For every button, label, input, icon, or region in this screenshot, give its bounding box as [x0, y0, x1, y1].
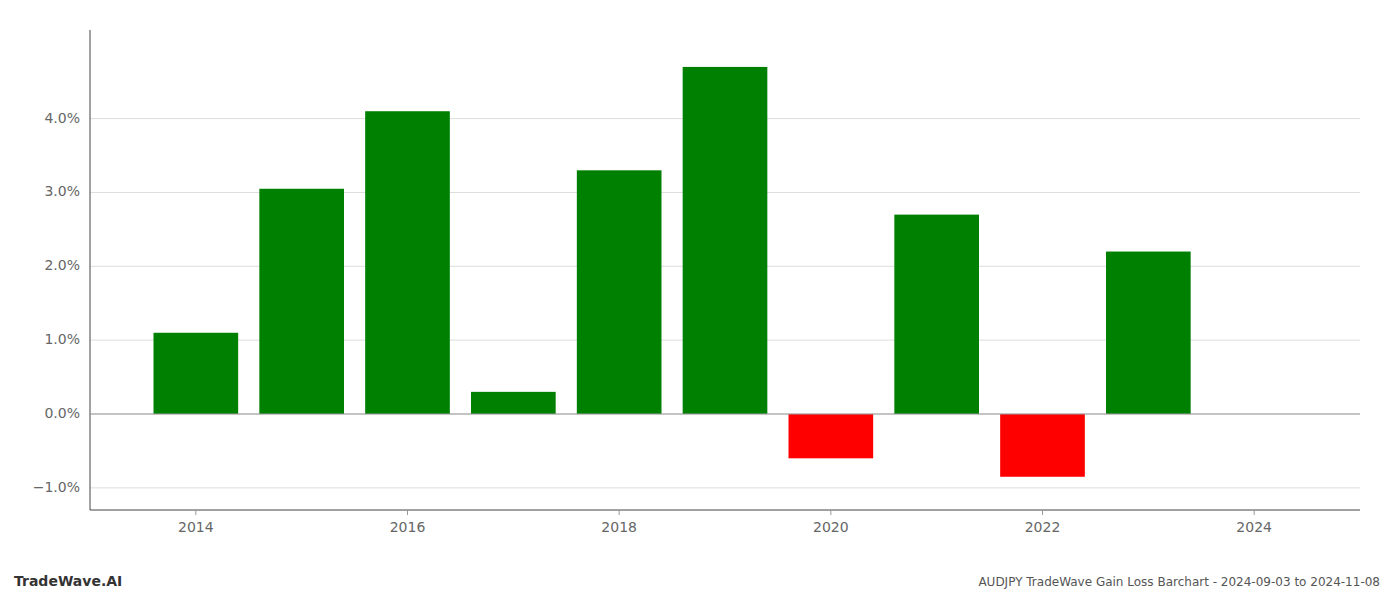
zero-line: [90, 414, 1360, 415]
y-tick-label: −1.0%: [33, 479, 80, 495]
bar: [365, 111, 450, 414]
x-tick-label: 2018: [601, 519, 637, 535]
x-axis-line: [90, 510, 1360, 511]
bars: [154, 67, 1191, 477]
chart-container: −1.0% 0.0% 1.0% 2.0% 3.0% 4.0% 2014 2016 2018 202…: [0, 0, 1400, 600]
bar: [1106, 252, 1191, 414]
grid-line: [90, 414, 1360, 415]
x-tick: [830, 510, 831, 515]
title: AUDJPY TradeWave Gain Loss Barchart - 20…: [978, 575, 1380, 589]
x-tick: [619, 510, 620, 515]
y-tick-label: 4.0%: [44, 110, 80, 126]
x-tick-label: 2014: [178, 519, 214, 535]
x-tick-label: 2020: [813, 519, 849, 535]
x-tick-label: 2024: [1236, 519, 1272, 535]
bar: [894, 215, 979, 414]
bar: [789, 414, 874, 458]
bar: [259, 189, 344, 414]
x-tick: [407, 510, 408, 515]
x-tick: [195, 510, 196, 515]
y-tick-label: 1.0%: [44, 331, 80, 347]
bar: [683, 67, 768, 414]
x-tick-label: 2022: [1025, 519, 1061, 535]
chart: −1.0% 0.0% 1.0% 2.0% 3.0% 4.0% 2014 2016 2018 202…: [0, 0, 1400, 600]
y-axis-line: [90, 30, 91, 510]
y-tick-label: 0.0%: [44, 405, 80, 421]
bar: [471, 392, 556, 414]
bar: [154, 333, 239, 414]
y-tick-label: 3.0%: [44, 183, 80, 199]
bar: [1000, 414, 1085, 477]
bar: [577, 170, 662, 414]
watermark: TradeWave.AI: [14, 573, 122, 589]
x-tick: [1042, 510, 1043, 515]
grid-line: [90, 487, 1360, 488]
y-tick-label: 2.0%: [44, 257, 80, 273]
x-tick-label: 2016: [390, 519, 426, 535]
x-tick: [1254, 510, 1255, 515]
